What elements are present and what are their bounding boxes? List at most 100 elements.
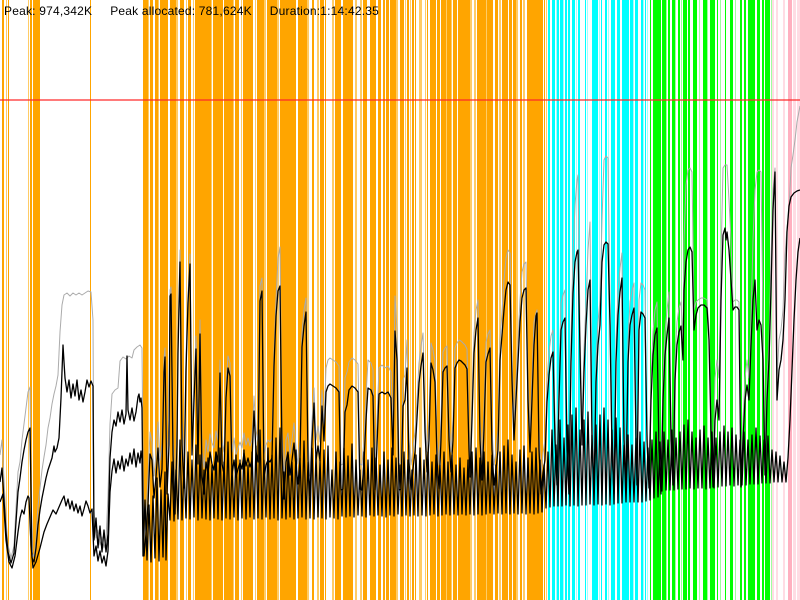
event-stripe-cyan: [617, 0, 620, 600]
event-stripe-orange_light: [233, 0, 234, 600]
event-stripe-green: [765, 0, 770, 600]
event-stripe-orange_light: [158, 0, 159, 600]
event-stripe-orange_light: [516, 0, 518, 600]
event-stripe-orange: [468, 0, 470, 600]
event-stripe-orange_light: [360, 0, 362, 600]
event-stripe-cyan_light: [643, 0, 644, 600]
event-stripe-orange: [458, 0, 468, 600]
event-stripe-orange: [430, 0, 436, 600]
event-stripe-orange_light: [425, 0, 426, 600]
series-black-upper: [0, 171, 800, 564]
event-stripe-orange_light: [355, 0, 357, 600]
event-stripe-orange: [8, 0, 9, 600]
event-stripe-orange: [280, 0, 296, 600]
event-stripe-green: [730, 0, 733, 600]
event-stripe-orange_light: [499, 0, 501, 600]
event-stripe-cyan_light: [608, 0, 609, 600]
event-stripe-orange: [160, 0, 168, 600]
event-stripe-green: [717, 0, 718, 600]
event-stripe-cyan_light: [563, 0, 564, 600]
event-stripe-orange: [325, 0, 326, 600]
event-stripe-orange_light: [264, 0, 266, 600]
event-stripe-green: [710, 0, 715, 600]
event-stripe-cyan: [611, 0, 615, 600]
event-stripe-green: [672, 0, 675, 600]
event-stripe-orange_light: [451, 0, 452, 600]
event-stripe-orange: [370, 0, 376, 600]
event-stripe-orange: [90, 0, 91, 600]
event-stripe-orange: [235, 0, 239, 600]
event-stripe-orange_light: [470, 0, 472, 600]
peak-stat: Peak: 974,342K: [4, 4, 93, 18]
event-stripe-orange: [155, 0, 158, 600]
stats-header: Peak: 974,342K Peak allocated: 781,624K Du…: [4, 3, 379, 19]
event-stripe-orange: [33, 0, 40, 600]
event-stripe-green: [650, 0, 651, 600]
event-stripe-orange: [427, 0, 428, 600]
event-stripe-green: [740, 0, 742, 600]
event-stripe-orange: [343, 0, 353, 600]
event-stripe-green_light: [771, 0, 772, 600]
event-stripe-orange_light: [546, 0, 547, 600]
event-stripe-orange_light: [523, 0, 525, 600]
event-stripe-orange_light: [186, 0, 187, 600]
event-stripe-cyan_light: [576, 0, 577, 600]
event-stripe-orange: [150, 0, 153, 600]
event-stripe-green: [683, 0, 687, 600]
event-stripe-orange: [520, 0, 522, 600]
event-stripe-orange: [30, 0, 32, 600]
event-stripe-orange_light: [176, 0, 178, 600]
event-stripe-cyan: [635, 0, 638, 600]
event-stripe-orange_light: [332, 0, 334, 600]
event-stripe-green: [653, 0, 661, 600]
event-stripe-orange: [513, 0, 516, 600]
event-stripe-cyan: [557, 0, 559, 600]
event-stripe-cyan: [592, 0, 598, 600]
event-stripe-orange_light: [6, 0, 7, 600]
event-stripe-orange: [407, 0, 409, 600]
event-stripe-green: [703, 0, 707, 600]
event-stripe-orange_light: [193, 0, 194, 600]
event-stripe-orange: [447, 0, 451, 600]
event-stripe-orange: [243, 0, 253, 600]
event-stripe-orange_light: [241, 0, 242, 600]
event-stripe-green: [678, 0, 680, 600]
event-stripe-cyan: [552, 0, 555, 600]
event-stripe-orange: [363, 0, 367, 600]
event-stripe-orange: [170, 0, 176, 600]
peak-allocated-stat: Peak allocated: 781,624K: [110, 4, 252, 18]
event-stripe-orange: [213, 0, 223, 600]
event-stripe-orange: [298, 0, 307, 600]
event-stripe-green: [725, 0, 726, 600]
event-stripe-orange: [188, 0, 191, 600]
event-stripe-pink_light: [776, 0, 778, 600]
event-stripe-orange: [412, 0, 414, 600]
event-stripe-green_light: [675, 0, 676, 600]
event-stripe-orange_light: [211, 0, 212, 600]
event-stripe-pink_light: [772, 0, 774, 600]
event-stripe-green: [693, 0, 697, 600]
event-stripe-orange: [444, 0, 446, 600]
event-stripe-orange: [544, 0, 545, 600]
event-stripe-orange_light: [410, 0, 411, 600]
event-stripe-green_light: [666, 0, 667, 600]
event-stripe-cyan_light: [633, 0, 634, 600]
event-stripe-orange: [386, 0, 389, 600]
event-stripe-orange: [320, 0, 324, 600]
event-stripe-cyan: [548, 0, 550, 600]
event-stripe-orange_light: [277, 0, 279, 600]
event-stripe-orange_light: [419, 0, 422, 600]
event-stripe-cyan: [630, 0, 633, 600]
event-stripe-orange: [495, 0, 498, 600]
event-stripe-cyan: [641, 0, 643, 600]
event-stripe-orange_light: [474, 0, 476, 600]
event-stripe-green: [757, 0, 760, 600]
event-stripe-orange: [267, 0, 277, 600]
event-stripe-orange_light: [396, 0, 398, 600]
event-stripe-green: [662, 0, 666, 600]
event-stripe-orange: [224, 0, 233, 600]
event-stripe-pink_light: [797, 0, 800, 600]
event-stripe-cyan_light: [647, 0, 648, 600]
